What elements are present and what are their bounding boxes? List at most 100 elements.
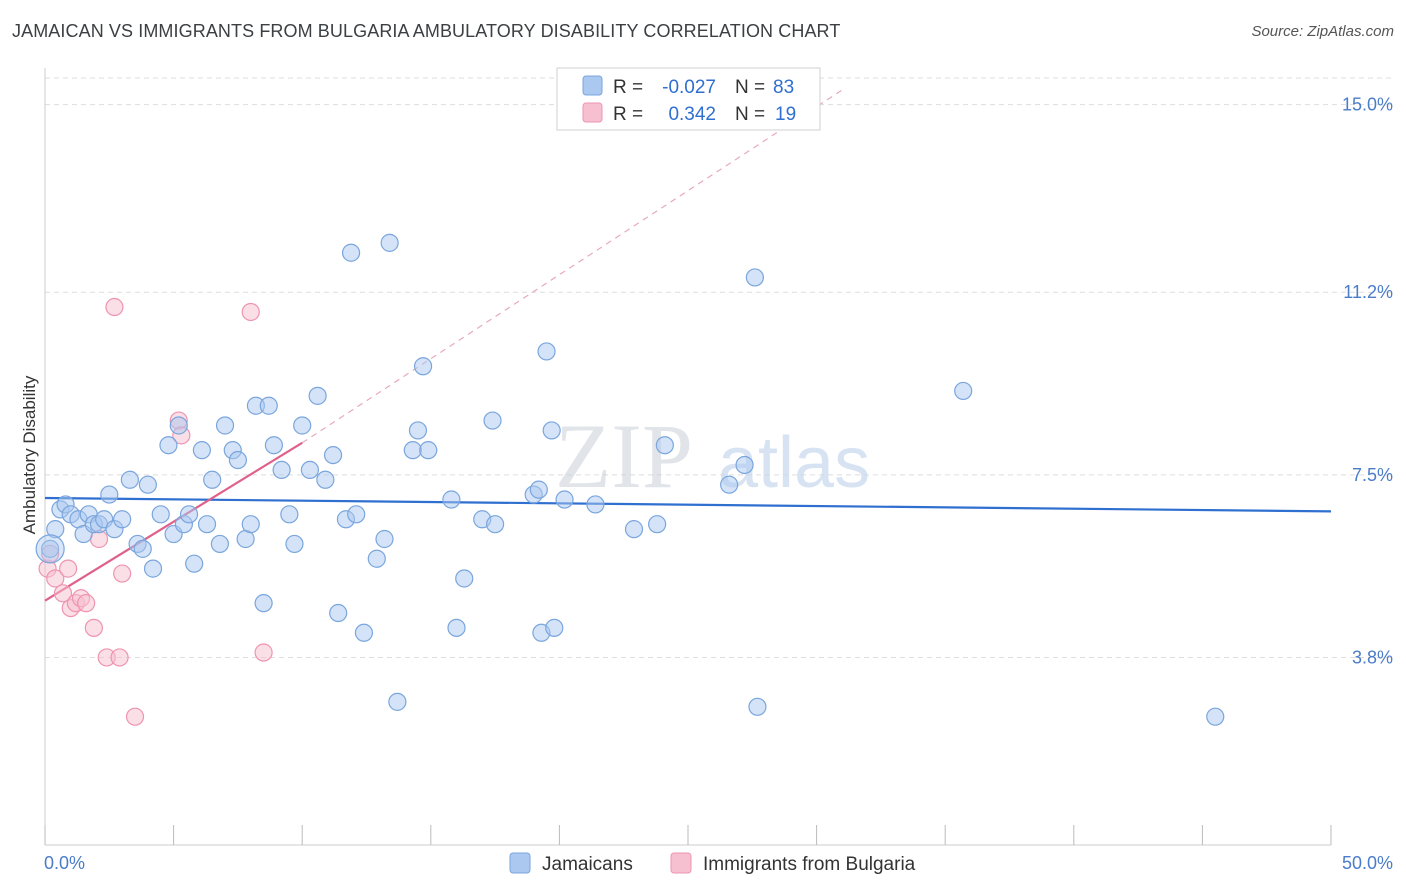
point-jamaicans [455,569,474,588]
point-bulgaria [84,618,103,637]
point-jamaicans [341,243,361,262]
trend-line-bulgaria [44,441,303,602]
y-tick-label: 7.5% [1352,465,1393,485]
point-jamaicans [293,416,312,435]
point-jamaicans [403,441,422,460]
legend-r-value-1: -0.027 [662,77,716,98]
point-bulgaria [125,707,145,726]
bottom-legend: Jamaicans Immigrants from Bulgaria [509,852,916,875]
point-jamaicans [179,505,199,524]
point-bulgaria [113,564,132,583]
point-jamaicans [720,475,739,494]
point-jamaicans [300,460,320,480]
point-jamaicans [41,539,60,558]
point-jamaicans [447,618,466,637]
axes [44,68,1332,846]
y-tick-labels: 3.8% 7.5% 11.2% 15.0% [1342,95,1393,668]
point-bulgaria [46,569,65,588]
point-jamaicans [259,396,278,415]
point-jamaicans [586,495,605,514]
legend-n-label-2: N = [735,104,765,125]
point-jamaicans [545,618,564,637]
bottom-legend-label-jamaicans: Jamaicans [542,854,633,875]
legend-swatch-jamaicans [582,75,603,96]
trend-lines [44,89,1332,602]
point-jamaicans [483,411,502,430]
chart-title: JAMAICAN VS IMMIGRANTS FROM BULGARIA AMB… [12,21,841,41]
point-jamaicans [542,421,561,440]
point-jamaicans [254,594,273,613]
point-bulgaria [110,648,129,667]
point-jamaicans [100,485,119,504]
point-jamaicans [380,233,399,252]
point-jamaicans [388,692,407,711]
point-jamaicans [413,357,433,376]
point-jamaicans [537,342,556,361]
point-jamaicans [954,381,973,401]
point-jamaicans [210,534,229,554]
point-jamaicans [215,416,235,435]
trend-line-jamaicans [44,496,1332,513]
point-jamaicans [375,529,394,549]
point-jamaicans [280,505,299,524]
watermark-zip: ZIP [555,405,693,507]
point-jamaicans [143,559,163,578]
point-jamaicans [113,510,132,529]
point-jamaicans [408,421,428,440]
point-jamaicans [46,520,65,539]
point-jamaicans [192,441,211,460]
point-bulgaria [241,302,260,322]
point-jamaicans [169,416,188,435]
point-jamaicans [419,441,438,460]
point-jamaicans [185,554,204,573]
chart-source: Source: ZipAtlas.com [1251,23,1394,40]
x-tick-label-max: 50.0% [1342,853,1393,873]
legend-r-value-2: 0.342 [668,104,716,125]
point-jamaicans [655,436,674,455]
trend-line-bulgaria-extended [301,89,843,444]
y-tick-label: 15.0% [1342,95,1393,115]
y-tick-label: 3.8% [1352,647,1393,667]
point-jamaicans [197,515,217,534]
point-jamaicans [228,450,247,470]
series-jamaicans-points [35,233,1225,726]
point-bulgaria [53,584,73,603]
legend-n-label-1: N = [735,77,765,98]
legend-box: R = -0.027 N = 83 R = 0.342 N = 19 [556,67,821,131]
bottom-legend-swatch-bulgaria [670,852,692,874]
point-jamaicans [159,436,178,455]
point-jamaicans [203,470,222,489]
bottom-legend-swatch-jamaicans [509,852,531,874]
point-jamaicans [151,505,170,524]
point-jamaicans [555,490,574,509]
legend-r-label-1: R = [613,77,643,98]
point-jamaicans [133,539,152,558]
point-jamaicans-cluster [35,534,65,564]
point-bulgaria [77,594,96,613]
point-jamaicans [624,520,644,539]
point-jamaicans [264,436,284,455]
point-jamaicans [285,534,304,554]
legend-n-value-1: 83 [773,77,794,98]
point-jamaicans [529,480,548,499]
legend-r-label-2: R = [613,104,643,125]
point-jamaicans [241,515,260,534]
point-bulgaria [254,643,273,662]
grid-lines [45,77,1393,658]
x-tick-label-min: 0.0% [44,853,85,873]
point-jamaicans [648,515,667,534]
point-jamaicans [367,549,386,568]
point-jamaicans [329,603,348,623]
point-jamaicans [323,445,343,465]
y-tick-label: 11.2% [1343,282,1393,302]
point-jamaicans [272,460,291,480]
legend-n-value-2: 19 [775,104,796,125]
point-jamaicans [748,697,767,716]
point-bulgaria [105,297,124,317]
y-axis-title: Ambulatory Disability [20,375,39,534]
point-jamaicans [745,268,764,287]
bottom-legend-label-bulgaria: Immigrants from Bulgaria [703,854,916,875]
point-jamaicans [354,623,374,642]
point-jamaicans [486,515,505,534]
